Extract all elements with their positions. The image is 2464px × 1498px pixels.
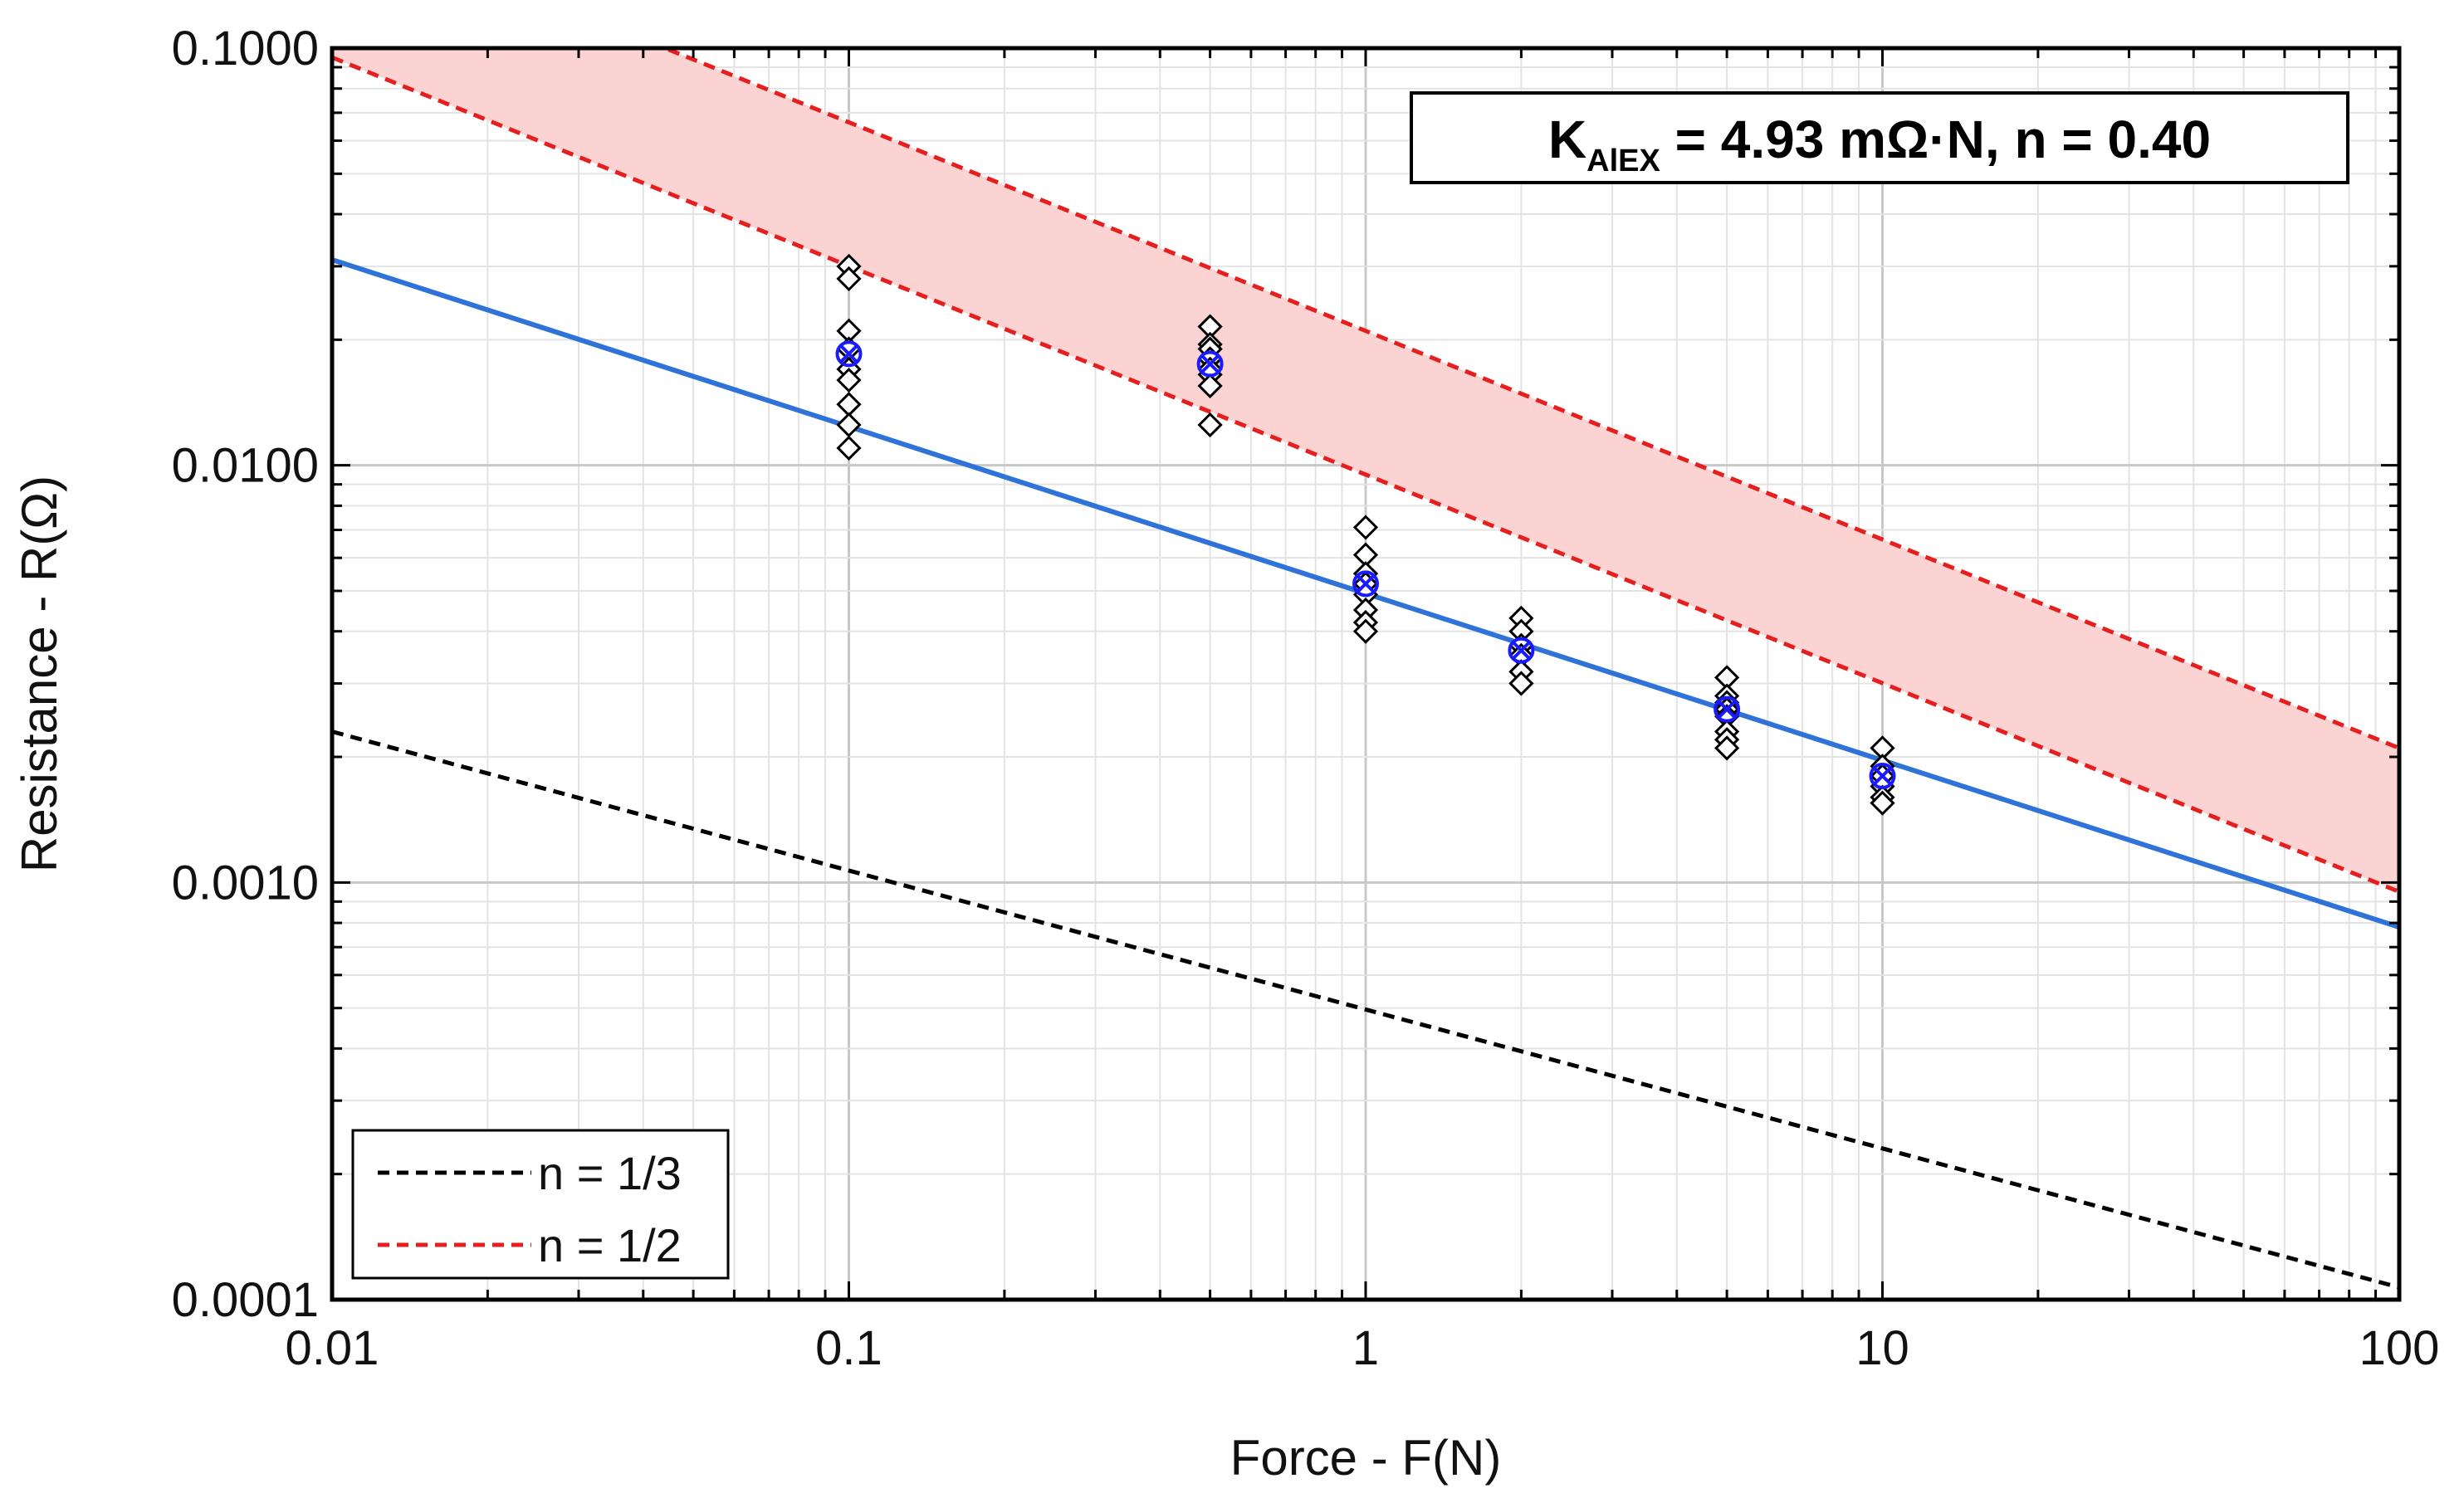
x-tick-label: 100 <box>2359 1321 2440 1375</box>
measurement-point <box>836 266 862 292</box>
axes <box>330 46 2402 1302</box>
mean-marker-cross <box>1717 700 1737 720</box>
mean-marker-circle <box>1196 350 1224 378</box>
legend-frame <box>351 1129 730 1280</box>
y-tick-label: 0.1000 <box>172 22 319 76</box>
measurement-point <box>836 367 862 393</box>
measurement-point <box>1352 515 1379 540</box>
plot-frame <box>330 46 2402 1302</box>
mean-marker <box>1196 350 1224 378</box>
y-tick-label: 0.0010 <box>172 856 319 910</box>
measurement-point <box>1197 412 1223 438</box>
mean-marker-circle <box>1508 637 1535 664</box>
mean-marker-cross <box>1200 354 1220 373</box>
mean-marker-cross <box>1356 574 1376 593</box>
points-layer <box>835 253 1896 816</box>
y-tick-label: 0.0100 <box>172 439 319 493</box>
measurement-point <box>1870 790 1895 816</box>
measurement-point <box>1197 373 1223 399</box>
measurement-point <box>836 392 862 417</box>
mean-marker <box>1508 637 1535 664</box>
mean-marker-circle <box>835 340 863 368</box>
y-tick-label: 0.0001 <box>172 1273 319 1327</box>
mean-marker-cross <box>839 344 858 364</box>
annotation-k-subscript: AlEX <box>1586 144 1660 178</box>
reference-line-n-1-2-upper <box>659 48 2399 750</box>
mean-marker <box>1714 695 1741 723</box>
annotation-k-symbol: K <box>1548 110 1586 169</box>
measurement-point <box>836 435 862 461</box>
annotation-frame <box>1410 91 2349 184</box>
measurement-point <box>1508 671 1534 696</box>
legend: n = 1/3 n = 1/2 <box>351 1129 730 1280</box>
mean-marker <box>1352 570 1379 598</box>
tick-labels: 0.01 0.1 1 10 100 0.0001 0.0010 0.0100 0.1000 <box>172 22 2440 1375</box>
mean-marker-cross <box>1873 766 1892 786</box>
mean-marker-circle <box>1869 763 1896 790</box>
measurement-point <box>836 412 862 438</box>
measurement-point <box>1714 735 1740 761</box>
mean-marker-cross <box>1511 641 1531 661</box>
mean-marker <box>835 340 863 368</box>
x-tick-label: 1 <box>1352 1321 1379 1375</box>
annotation-value: = 4.93 mΩ·N, n = 0.40 <box>1660 110 2211 169</box>
annotation-box: KAlEX = 4.93 mΩ·N, n = 0.40 <box>1410 91 2349 184</box>
reference-line-n-1-2-lower <box>332 55 2399 894</box>
annotation-text: KAlEX = 4.93 mΩ·N, n = 0.40 <box>1548 110 2211 178</box>
measurement-point <box>1352 618 1379 644</box>
reference-line-n-1-3 <box>332 729 2399 1290</box>
x-tick-label: 0.01 <box>286 1321 379 1375</box>
y-axis-title: Resistance - R(Ω) <box>12 476 67 872</box>
x-tick-label: 10 <box>1855 1321 1909 1375</box>
mean-marker <box>1869 763 1896 790</box>
legend-label-n-1-2: n = 1/2 <box>538 1219 682 1271</box>
mean-marker-circle <box>1352 570 1379 598</box>
x-axis-title: Force - F(N) <box>1230 1430 1502 1486</box>
legend-label-n-1-3: n = 1/3 <box>538 1147 682 1199</box>
mean-marker-circle <box>1714 695 1741 723</box>
x-tick-label: 0.1 <box>815 1321 882 1375</box>
